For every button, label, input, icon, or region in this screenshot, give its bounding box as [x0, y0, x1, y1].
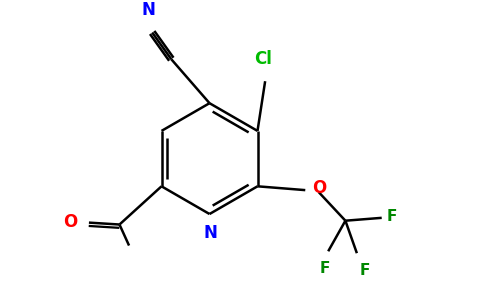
Text: N: N [141, 1, 155, 19]
Text: N: N [204, 224, 217, 242]
Text: F: F [319, 261, 330, 276]
Text: F: F [359, 263, 370, 278]
Text: F: F [387, 209, 397, 224]
Text: O: O [312, 179, 326, 197]
Text: Cl: Cl [254, 50, 272, 68]
Text: O: O [63, 213, 77, 231]
